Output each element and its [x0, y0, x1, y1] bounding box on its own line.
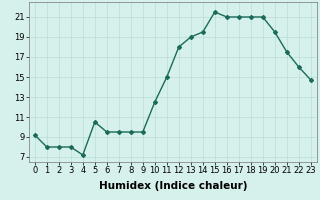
X-axis label: Humidex (Indice chaleur): Humidex (Indice chaleur): [99, 181, 247, 191]
